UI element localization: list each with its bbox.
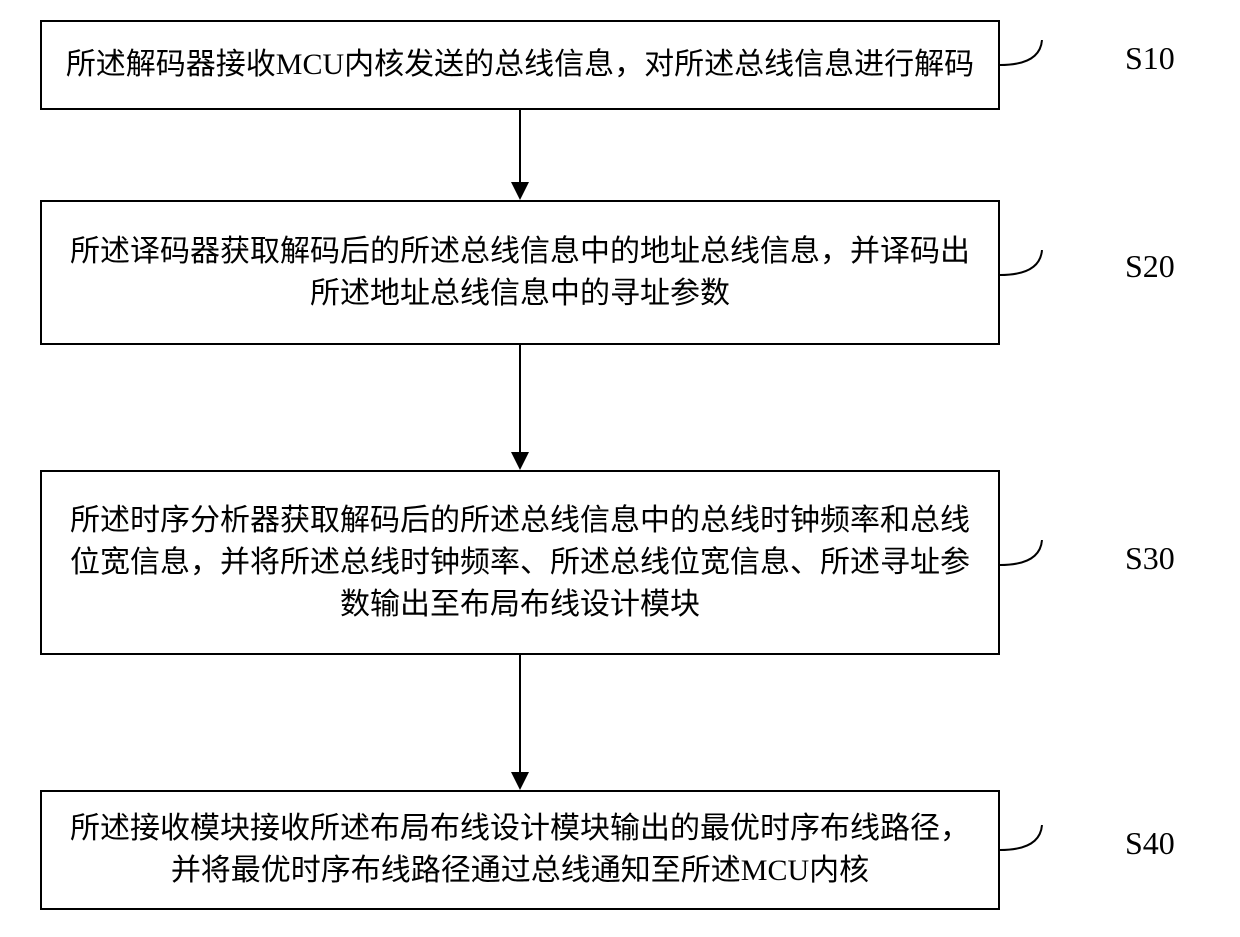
step-text: 所述时序分析器获取解码后的所述总线信息中的总线时钟频率和总线位宽信息，并将所述总… — [62, 500, 978, 626]
step-label-s30: S30 — [1125, 540, 1175, 577]
step-box-s10: 所述解码器接收MCU内核发送的总线信息，对所述总线信息进行解码 — [40, 20, 1000, 110]
step-box-s20: 所述译码器获取解码后的所述总线信息中的地址总线信息，并译码出所述地址总线信息中的… — [40, 200, 1000, 345]
step-text: 所述译码器获取解码后的所述总线信息中的地址总线信息，并译码出所述地址总线信息中的… — [62, 231, 978, 315]
step-label-s10: S10 — [1125, 40, 1175, 77]
connector-curve — [1000, 250, 1080, 310]
connector-curve — [1000, 540, 1080, 600]
step-label-s40: S40 — [1125, 825, 1175, 862]
connector-curve — [1000, 825, 1080, 885]
step-box-s40: 所述接收模块接收所述布局布线设计模块输出的最优时序布线路径，并将最优时序布线路径… — [40, 790, 1000, 910]
connector-curve — [1000, 40, 1080, 100]
step-label-s20: S20 — [1125, 248, 1175, 285]
flowchart-canvas: 所述解码器接收MCU内核发送的总线信息，对所述总线信息进行解码 S10 所述译码… — [0, 0, 1240, 937]
step-box-s30: 所述时序分析器获取解码后的所述总线信息中的总线时钟频率和总线位宽信息，并将所述总… — [40, 470, 1000, 655]
step-text: 所述解码器接收MCU内核发送的总线信息，对所述总线信息进行解码 — [66, 44, 974, 86]
step-text: 所述接收模块接收所述布局布线设计模块输出的最优时序布线路径，并将最优时序布线路径… — [62, 808, 978, 892]
